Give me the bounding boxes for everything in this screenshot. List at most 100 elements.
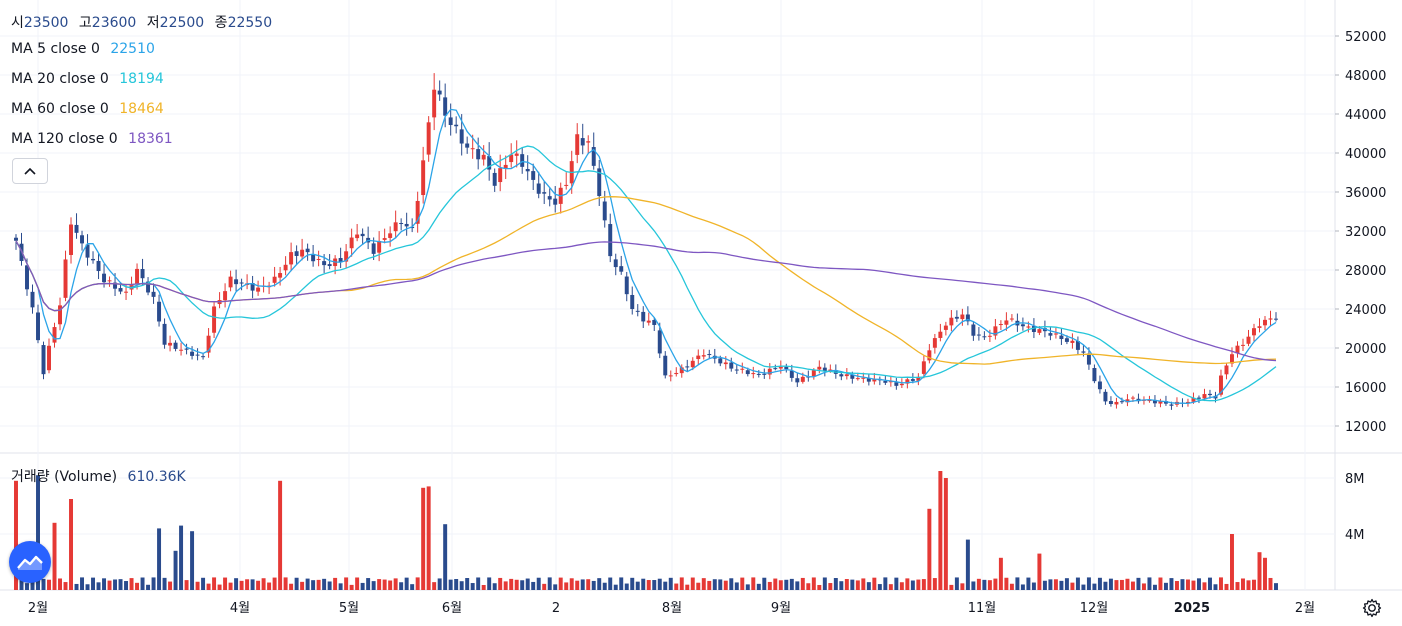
volume-bar <box>536 577 541 590</box>
candle-body <box>1053 333 1058 335</box>
candle-body <box>932 338 937 348</box>
candle-body <box>646 320 651 323</box>
volume-bar <box>960 583 965 590</box>
ma5-label: MA 5 close 0 <box>11 41 100 57</box>
candle-body <box>228 276 233 288</box>
candle-body <box>514 153 519 156</box>
candle-body <box>542 192 547 194</box>
candle-body <box>976 334 981 336</box>
volume-bar <box>30 577 35 590</box>
candle-body <box>1125 399 1130 403</box>
volume-bar <box>806 583 811 590</box>
volume-bar <box>366 578 371 590</box>
candle-body <box>1241 344 1245 346</box>
volume-bar <box>564 582 569 590</box>
volume-bar <box>1257 552 1262 590</box>
high-value: 23600 <box>91 15 137 31</box>
candle-body <box>811 370 816 377</box>
volume-legend[interactable]: 거래량 (Volume) 610.36K <box>11 466 186 486</box>
volume-bar <box>932 578 937 590</box>
volume-bar <box>179 525 184 590</box>
candle-body <box>965 314 970 322</box>
ma120-legend[interactable]: MA 120 close 0 18361 <box>11 131 173 147</box>
volume-bar <box>52 522 57 590</box>
candle-body <box>641 311 646 322</box>
volume-bar <box>162 577 167 590</box>
volume-bar <box>921 579 926 590</box>
volume-bar <box>206 583 211 590</box>
candle-body <box>982 336 987 338</box>
ma60-value: 18464 <box>119 101 164 117</box>
candle-body <box>729 362 734 369</box>
candle-body <box>459 129 464 144</box>
volume-bar <box>465 578 470 590</box>
volume-bar <box>509 578 514 590</box>
candle-body <box>800 376 805 382</box>
tradingview-logo-icon[interactable] <box>9 541 51 583</box>
volume-bar <box>25 583 29 590</box>
volume-value: 610.36K <box>127 469 186 485</box>
candle-body <box>668 375 673 377</box>
volume-bar <box>212 577 217 590</box>
volume-bar <box>1015 577 1020 590</box>
candle-body <box>795 378 800 383</box>
ma20-legend[interactable]: MA 20 close 0 18194 <box>11 71 164 87</box>
volume-bar <box>613 584 618 590</box>
candle-body <box>388 233 393 238</box>
price-tick-label: 36000 <box>1345 186 1386 201</box>
candle-body <box>1268 318 1273 320</box>
price-tick-label: 12000 <box>1345 420 1386 435</box>
candle-body <box>1263 319 1267 326</box>
candle-body <box>1235 345 1240 354</box>
candle-body <box>531 171 536 180</box>
candle-body <box>437 90 442 95</box>
candle-body <box>190 351 195 356</box>
axes: 12000 16000 20000 24000 28000 32000 36000 40000… <box>28 30 1386 616</box>
volume-bar <box>712 579 717 590</box>
ma120-label: MA 120 close 0 <box>11 131 118 147</box>
volume-bar <box>272 577 277 590</box>
time-tick-label: 8월 <box>662 601 682 616</box>
volume-bar <box>124 581 129 590</box>
candle-body <box>157 301 162 322</box>
candle-body <box>701 355 706 357</box>
candle-body <box>85 244 90 258</box>
candle-body <box>1230 354 1234 364</box>
volume-bar <box>531 581 536 590</box>
candle-body <box>1009 318 1014 320</box>
candle-body <box>608 224 613 257</box>
volume-bar <box>129 578 134 590</box>
candle-body <box>470 148 475 150</box>
volume-bar <box>520 580 525 590</box>
chart-settings-button[interactable] <box>1360 596 1384 620</box>
collapse-legend-button[interactable] <box>12 158 48 184</box>
candle-body <box>36 312 40 341</box>
candle-body <box>707 354 712 356</box>
volume-bar <box>1230 534 1234 590</box>
volume-bar <box>701 578 706 590</box>
candle-body <box>954 316 959 319</box>
candle-body <box>734 369 739 371</box>
candle-body <box>454 124 459 127</box>
volume-bar <box>1246 580 1251 590</box>
ma5-legend[interactable]: MA 5 close 0 22510 <box>11 41 155 57</box>
volume-bar <box>1059 580 1064 590</box>
volume-bar <box>1185 579 1190 590</box>
volume-bar <box>190 531 195 590</box>
volume-bar <box>250 579 255 590</box>
volume-bar <box>1075 577 1080 590</box>
candle-body <box>96 260 101 272</box>
ma60-legend[interactable]: MA 60 close 0 18464 <box>11 101 164 117</box>
volume-bar <box>1042 580 1047 590</box>
price-tick-label: 32000 <box>1345 225 1386 240</box>
volume-bar <box>910 580 915 590</box>
candle-body <box>575 134 580 155</box>
volume-bar <box>811 577 816 590</box>
volume-bar <box>1086 577 1091 590</box>
volume-bar <box>679 577 684 590</box>
candle-body <box>855 378 860 380</box>
volume-bar <box>602 582 607 590</box>
volume-bar <box>899 582 904 590</box>
ma-line <box>15 108 1277 405</box>
